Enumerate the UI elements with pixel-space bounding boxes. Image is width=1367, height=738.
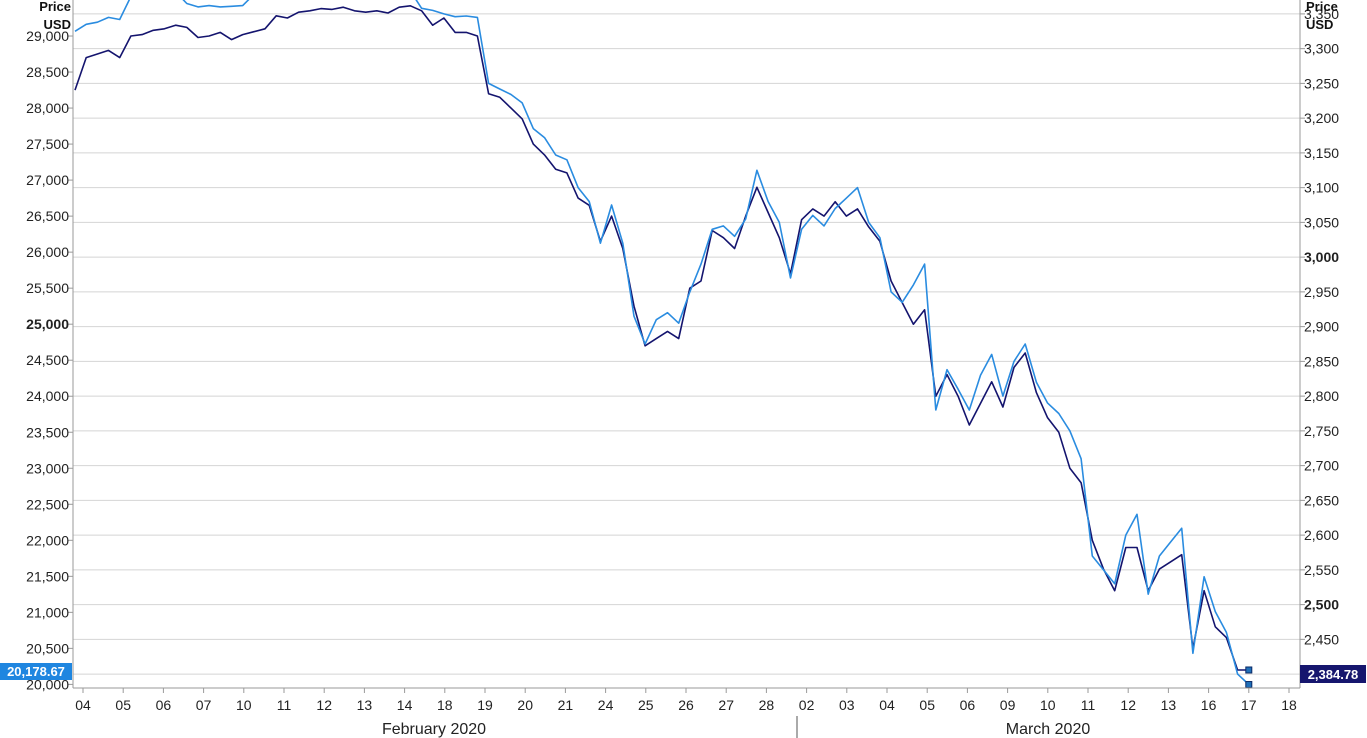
right-tick-label: 3,200 xyxy=(1304,110,1339,126)
right-tick-label: 3,250 xyxy=(1304,75,1339,91)
right-tick-label: 2,600 xyxy=(1304,527,1339,543)
right-last-value-bg xyxy=(1300,665,1366,683)
left-tick-label: 28,000 xyxy=(26,100,69,116)
x-tick-label: 05 xyxy=(115,697,131,713)
x-tick-label: 10 xyxy=(1040,697,1056,713)
left-tick-label: 25,000 xyxy=(26,316,69,332)
x-tick-label: 05 xyxy=(919,697,935,713)
right-tick-label: 2,700 xyxy=(1304,458,1339,474)
left-tick-label: 24,000 xyxy=(26,388,69,404)
right-tick-label: 3,100 xyxy=(1304,180,1339,196)
x-tick-label: 11 xyxy=(1081,697,1096,713)
left-last-value-bg xyxy=(0,663,72,680)
x-tick-label: 26 xyxy=(678,697,694,713)
left-tick-label: 26,000 xyxy=(26,244,69,260)
x-tick-label: 27 xyxy=(718,697,734,713)
left-last-value-badge: 20,178.67 xyxy=(0,663,72,680)
x-tick-label: 02 xyxy=(799,697,815,713)
right-tick-label: 3,000 xyxy=(1304,249,1339,265)
x-tick-label: 17 xyxy=(1241,697,1257,713)
x-tick-label: 16 xyxy=(1201,697,1217,713)
series-end-marker-2 xyxy=(1245,681,1253,689)
left-tick-label: 20,500 xyxy=(26,640,69,656)
x-tick-label: 18 xyxy=(437,697,453,713)
left-axis-unit: USD xyxy=(44,17,71,32)
x-tick-label: 20 xyxy=(517,697,533,713)
left-tick-label: 28,500 xyxy=(26,64,69,80)
left-axis-title: Price xyxy=(39,0,71,14)
x-tick-label: 10 xyxy=(236,697,252,713)
left-tick-label: 24,500 xyxy=(26,352,69,368)
right-tick-label: 2,950 xyxy=(1304,284,1339,300)
left-tick-label: 26,500 xyxy=(26,208,69,224)
x-tick-label: 06 xyxy=(960,697,976,713)
right-axis-ticks: 2,4002,4502,5002,5502,6002,6502,7002,750… xyxy=(1300,6,1339,682)
x-tick-label: 12 xyxy=(1120,697,1136,713)
left-tick-label: 22,000 xyxy=(26,532,69,548)
gridlines xyxy=(73,13,1300,675)
x-tick-label: 03 xyxy=(839,697,855,713)
series-line-1 xyxy=(74,5,1249,671)
left-axis-ticks: 20,000 20,500 21,000 21,500 22,000 22,500 23,0… xyxy=(26,28,73,692)
x-tick-label: 18 xyxy=(1281,697,1297,713)
right-tick-label: 2,800 xyxy=(1304,388,1339,404)
left-last-value: 20,178.67 xyxy=(7,664,65,679)
x-tick-label: 28 xyxy=(759,697,775,713)
series-line-2 xyxy=(74,0,1250,686)
right-last-value-badge: 2,384.78 xyxy=(1300,665,1366,683)
x-tick-label: 19 xyxy=(477,697,493,713)
x-tick-label: 11 xyxy=(277,697,292,713)
right-tick-label: 2,550 xyxy=(1304,562,1339,578)
left-tick-label: 23,000 xyxy=(26,460,69,476)
left-tick-label: 21,000 xyxy=(26,604,69,620)
right-tick-label: 3,050 xyxy=(1304,214,1339,230)
x-tick-label: 13 xyxy=(1161,697,1177,713)
left-tick-label: 21,500 xyxy=(26,568,69,584)
x-tick-label: 07 xyxy=(196,697,212,713)
x-axis-ticks: 04 05 06 07 10 11 12 13 14 18 19 20 21 24 25 26 27 28 02 03… xyxy=(75,688,1297,713)
x-tick-label: 24 xyxy=(598,697,614,713)
x-tick-label: 12 xyxy=(316,697,332,713)
left-tick-label: 27,500 xyxy=(26,136,69,152)
x-tick-label: 25 xyxy=(638,697,654,713)
right-axis-unit: USD xyxy=(1306,17,1333,32)
left-tick-label: 23,500 xyxy=(26,424,69,440)
right-axis-title: Price xyxy=(1306,0,1338,14)
right-tick-label: 2,450 xyxy=(1304,631,1339,647)
left-tick-label: 22,500 xyxy=(26,496,69,512)
right-tick-label: 3,300 xyxy=(1304,41,1339,57)
left-tick-label: 20,000 xyxy=(26,676,69,692)
month-label-march: March 2020 xyxy=(1006,721,1091,738)
x-tick-label: 04 xyxy=(75,697,91,713)
x-tick-label: 14 xyxy=(397,697,413,713)
left-tick-label: 27,000 xyxy=(26,172,69,188)
x-tick-label: 21 xyxy=(558,697,574,713)
right-tick-label: 2,850 xyxy=(1304,353,1339,369)
left-tick-label: 25,500 xyxy=(26,280,69,296)
right-tick-label: 3,150 xyxy=(1304,145,1339,161)
x-tick-label: 09 xyxy=(1000,697,1016,713)
left-tick-label: 29,000 xyxy=(26,28,69,44)
x-tick-label: 13 xyxy=(357,697,373,713)
right-tick-label: 2,900 xyxy=(1304,319,1339,335)
right-tick-label: 2,500 xyxy=(1304,597,1339,613)
series-layer xyxy=(74,0,1253,689)
x-tick-label: 06 xyxy=(156,697,172,713)
series-end-marker-1 xyxy=(1245,666,1253,674)
month-label-february: February 2020 xyxy=(382,721,486,738)
right-tick-label: 3,350 xyxy=(1304,6,1339,22)
right-tick-label: 2,650 xyxy=(1304,492,1339,508)
right-tick-label: 2,750 xyxy=(1304,423,1339,439)
right-last-value: 2,384.78 xyxy=(1308,667,1359,682)
x-tick-label: 04 xyxy=(879,697,895,713)
